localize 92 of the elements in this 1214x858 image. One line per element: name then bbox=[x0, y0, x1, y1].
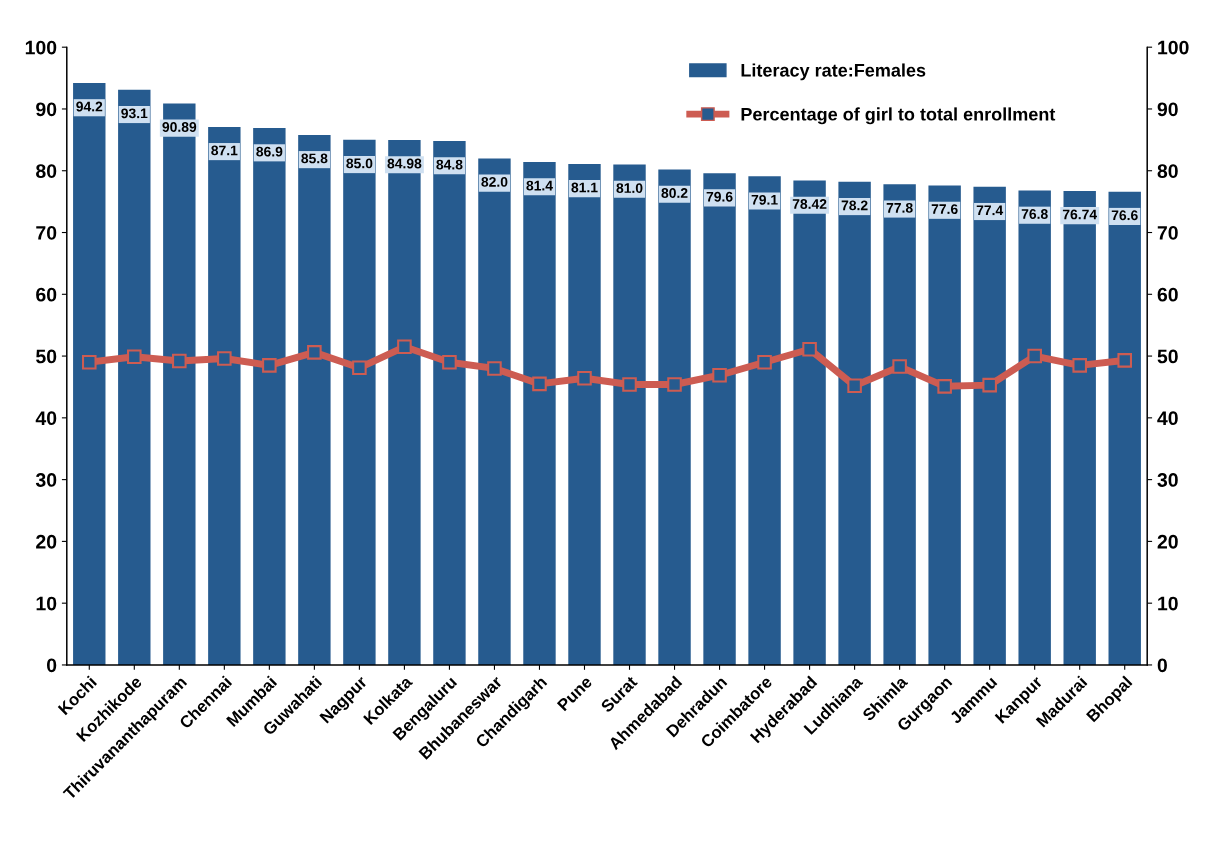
y-tick-label: 20 bbox=[36, 534, 57, 549]
point bbox=[307, 345, 322, 360]
y2-tick-label: 70 bbox=[1157, 225, 1178, 240]
point bbox=[442, 354, 457, 370]
point bbox=[982, 377, 997, 393]
bar bbox=[1108, 191, 1141, 665]
point bbox=[667, 377, 682, 392]
point bbox=[1072, 358, 1087, 373]
point bbox=[397, 339, 412, 355]
data-label: 81.0 bbox=[616, 183, 643, 193]
data-label: 93.1 bbox=[121, 108, 148, 119]
bar bbox=[658, 169, 691, 665]
point bbox=[1027, 348, 1042, 364]
bar bbox=[118, 89, 151, 665]
y-tick-label: 100 bbox=[25, 40, 57, 55]
bar bbox=[703, 173, 736, 665]
y-tick-label: 0 bbox=[47, 658, 57, 673]
y2-tick-label: 80 bbox=[1157, 164, 1178, 178]
legend-label: Percentage of girl to total enrollment bbox=[741, 107, 1056, 125]
bar bbox=[568, 163, 601, 665]
data-label: 87.1 bbox=[211, 145, 238, 156]
bar bbox=[478, 158, 511, 665]
data-label: 76.8 bbox=[1021, 209, 1048, 219]
y-tick-label: 70 bbox=[36, 225, 57, 240]
point bbox=[1117, 353, 1133, 368]
data-label: 76.74 bbox=[1062, 209, 1098, 220]
data-label: 94.2 bbox=[76, 101, 103, 112]
point bbox=[577, 371, 592, 386]
bar bbox=[883, 184, 916, 665]
bar bbox=[748, 176, 781, 665]
point bbox=[712, 367, 727, 383]
bar bbox=[208, 126, 241, 665]
point bbox=[937, 379, 952, 394]
point bbox=[217, 351, 232, 366]
bar bbox=[298, 134, 331, 665]
y-tick-label: 40 bbox=[35, 411, 57, 426]
bar bbox=[928, 185, 961, 665]
bar bbox=[973, 186, 1006, 665]
y-tick-label: 10 bbox=[36, 596, 57, 611]
data-label: 85.0 bbox=[346, 158, 373, 169]
bar bbox=[73, 83, 106, 665]
y2-tick-label: 0 bbox=[1157, 658, 1167, 673]
data-label: 76.6 bbox=[1111, 210, 1138, 221]
data-label: 77.6 bbox=[931, 204, 958, 215]
data-label: 77.8 bbox=[886, 202, 913, 213]
y-tick-label: 30 bbox=[35, 473, 57, 487]
y2-tick-label: 60 bbox=[1157, 287, 1178, 302]
legend-label: Literacy rate:Females bbox=[741, 63, 926, 81]
data-label: 78.42 bbox=[792, 199, 827, 209]
point bbox=[81, 354, 97, 370]
bar bbox=[433, 141, 466, 665]
data-label: 82.0 bbox=[481, 176, 508, 187]
point bbox=[262, 358, 277, 373]
y2-tick-label: 10 bbox=[1158, 596, 1178, 611]
bar bbox=[253, 128, 286, 665]
y-tick-label: 80 bbox=[36, 164, 57, 178]
point bbox=[892, 359, 907, 374]
data-label: 81.1 bbox=[571, 182, 598, 193]
data-label: 85.8 bbox=[301, 153, 328, 164]
bar bbox=[343, 139, 376, 665]
bar bbox=[838, 181, 871, 665]
y2-tick-label: 50 bbox=[1157, 349, 1178, 364]
y2-tick-label: 20 bbox=[1157, 534, 1178, 549]
y2-tick-label: 100 bbox=[1158, 40, 1189, 55]
y-tick-label: 90 bbox=[36, 102, 57, 117]
data-label: 80.2 bbox=[661, 188, 688, 198]
point bbox=[352, 360, 367, 376]
point bbox=[757, 354, 772, 370]
point bbox=[532, 376, 547, 392]
y-tick-label: 60 bbox=[36, 287, 57, 302]
data-label: 78.2 bbox=[841, 200, 868, 211]
point bbox=[622, 377, 637, 392]
data-label: 79.6 bbox=[706, 191, 733, 202]
point bbox=[127, 349, 142, 364]
point bbox=[802, 341, 817, 357]
point bbox=[487, 361, 502, 376]
data-label: 79.1 bbox=[751, 194, 778, 205]
y-tick-label: 50 bbox=[36, 349, 57, 364]
data-label: 81.4 bbox=[526, 180, 553, 191]
bar bbox=[523, 162, 556, 665]
data-label: 84.98 bbox=[387, 158, 422, 169]
data-label: 77.4 bbox=[976, 205, 1004, 216]
y2-tick-label: 40 bbox=[1157, 411, 1178, 426]
bar bbox=[1018, 190, 1051, 665]
point bbox=[172, 353, 187, 369]
point bbox=[847, 378, 862, 394]
y2-tick-label: 90 bbox=[1157, 102, 1178, 117]
data-label: 84.8 bbox=[436, 159, 463, 170]
data-label: 90.89 bbox=[162, 122, 197, 132]
y2-tick-label: 30 bbox=[1157, 473, 1178, 487]
bar bbox=[613, 164, 646, 665]
data-label: 86.9 bbox=[256, 146, 283, 157]
